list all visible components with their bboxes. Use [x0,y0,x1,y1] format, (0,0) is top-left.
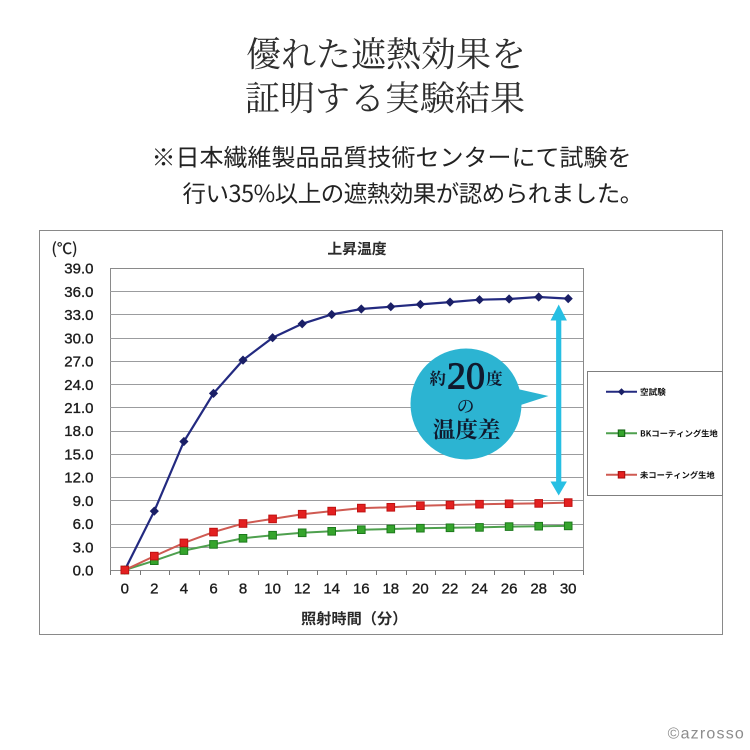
svg-text:21.0: 21.0 [64,400,93,417]
svg-text:24: 24 [471,581,488,598]
svg-text:0: 0 [121,581,129,598]
svg-text:2: 2 [150,581,158,598]
svg-text:30.0: 30.0 [64,330,93,347]
svg-text:©azrosso: ©azrosso [668,726,745,743]
svg-text:18.0: 18.0 [64,423,93,440]
svg-text:39.0: 39.0 [64,261,93,278]
svg-text:6.0: 6.0 [73,516,94,533]
svg-text:36.0: 36.0 [64,284,93,301]
svg-text:12.0: 12.0 [64,470,93,487]
svg-text:26: 26 [501,581,518,598]
svg-text:22: 22 [442,581,459,598]
svg-text:3.0: 3.0 [73,539,94,556]
svg-text:0.0: 0.0 [73,563,94,580]
svg-text:14: 14 [323,581,340,598]
svg-text:30: 30 [560,581,577,598]
svg-text:15.0: 15.0 [64,446,93,463]
svg-text:27.0: 27.0 [64,354,93,371]
svg-text:16: 16 [353,581,370,598]
svg-text:33.0: 33.0 [64,307,93,324]
svg-text:20: 20 [412,581,429,598]
svg-text:24.0: 24.0 [64,377,93,394]
svg-text:10: 10 [264,581,281,598]
svg-text:28: 28 [530,581,547,598]
svg-text:9.0: 9.0 [73,493,94,510]
svg-text:4: 4 [180,581,188,598]
svg-text:18: 18 [382,581,399,598]
svg-text:8: 8 [239,581,247,598]
svg-text:12: 12 [294,581,311,598]
svg-text:6: 6 [209,581,217,598]
